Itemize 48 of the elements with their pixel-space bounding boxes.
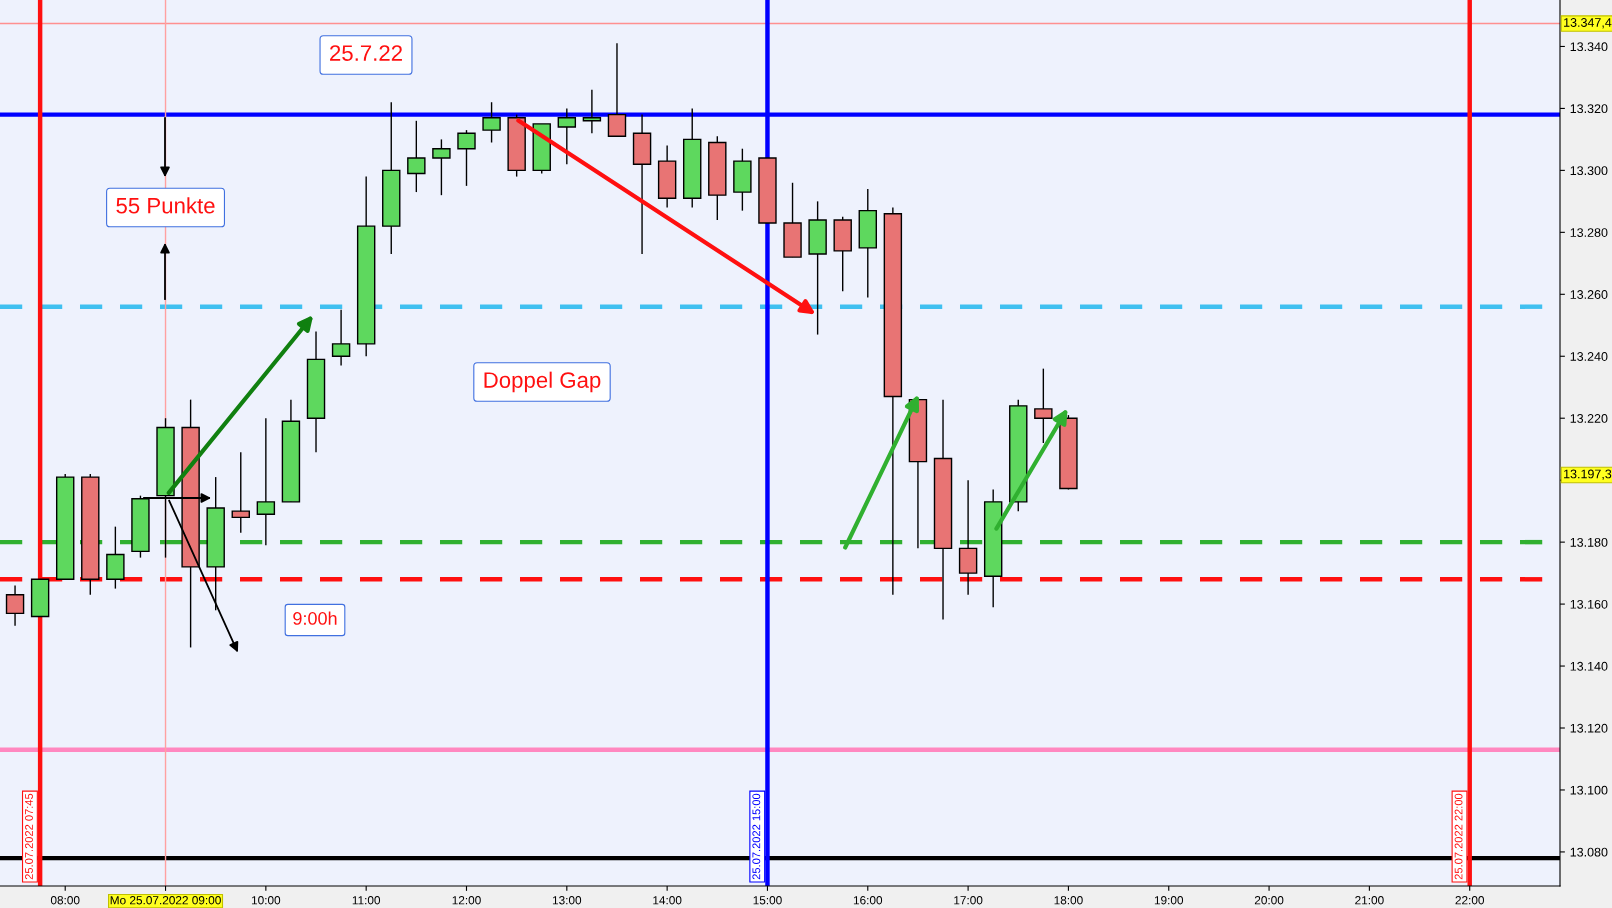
x-tick-label: 08:00 — [50, 896, 80, 905]
x-tick-label: 10:00 — [251, 896, 281, 905]
y-tick-label: 13.240 — [1570, 352, 1608, 361]
ref-line-label: 25.07.2022 15:00 — [752, 793, 761, 880]
y-tick-label: 13.220 — [1570, 414, 1608, 423]
candlestick — [231, 451, 250, 534]
annotation: 25.7.22 — [330, 45, 402, 61]
x-tick-label: 15:00 — [753, 896, 782, 905]
y-tick-label: 13.140 — [1570, 661, 1608, 671]
annotation: 55 Punkte — [116, 197, 215, 214]
y-tick-label: 13.120 — [1570, 723, 1608, 733]
ref-line-label: 13.347,4 — [1564, 18, 1612, 29]
x-tick-label: 17:00 — [954, 896, 983, 905]
annotation: Doppel Gap — [484, 371, 601, 393]
candlestick — [256, 417, 276, 546]
candlestick — [5, 584, 25, 627]
candlestick — [432, 138, 451, 196]
y-tick-label: 13.320 — [1570, 104, 1608, 114]
candlestick — [457, 129, 476, 187]
y-tick-label: 13.080 — [1570, 847, 1608, 857]
candlestick — [582, 89, 602, 134]
x-tick-label: 13:00 — [552, 896, 582, 905]
candlestick — [407, 120, 426, 193]
x-tick-label: 12:00 — [452, 896, 481, 905]
y-tick-label: 13.260 — [1570, 290, 1608, 299]
candlestick — [607, 42, 627, 138]
y-tick-label: 13.300 — [1570, 166, 1608, 176]
text: 13.197,3 — [1564, 469, 1612, 480]
y-tick-label: 13.100 — [1570, 785, 1608, 795]
y-tick-label: 13.160 — [1570, 599, 1608, 609]
candlestick — [331, 309, 351, 367]
y-tick-label: 13.280 — [1570, 228, 1608, 237]
x-tick-label: 22:00 — [1455, 896, 1485, 905]
x-tick-label: 16:00 — [853, 896, 883, 905]
candlestick — [482, 101, 501, 144]
x-tick-label: 20:00 — [1254, 896, 1284, 905]
x-tick-label: 18:00 — [1054, 896, 1083, 905]
x-tick-label: 11:00 — [352, 896, 381, 905]
y-tick-label: 13.180 — [1570, 537, 1608, 547]
candlestick — [557, 107, 577, 165]
x-tick-label: 19:00 — [1154, 896, 1184, 905]
ref-line-label: 25.07.2022 07:45 — [25, 793, 33, 880]
x-tick-label: 21:00 — [1355, 896, 1384, 905]
x-tick-label: Mo 25.07.2022 09:00 — [110, 896, 221, 905]
annotation: 9:00h — [293, 611, 337, 625]
ref-line-label: 25.07.2022 22:00 — [1454, 793, 1463, 880]
x-tick-label: 14:00 — [653, 896, 682, 905]
y-tick-label: 13.340 — [1570, 42, 1608, 52]
